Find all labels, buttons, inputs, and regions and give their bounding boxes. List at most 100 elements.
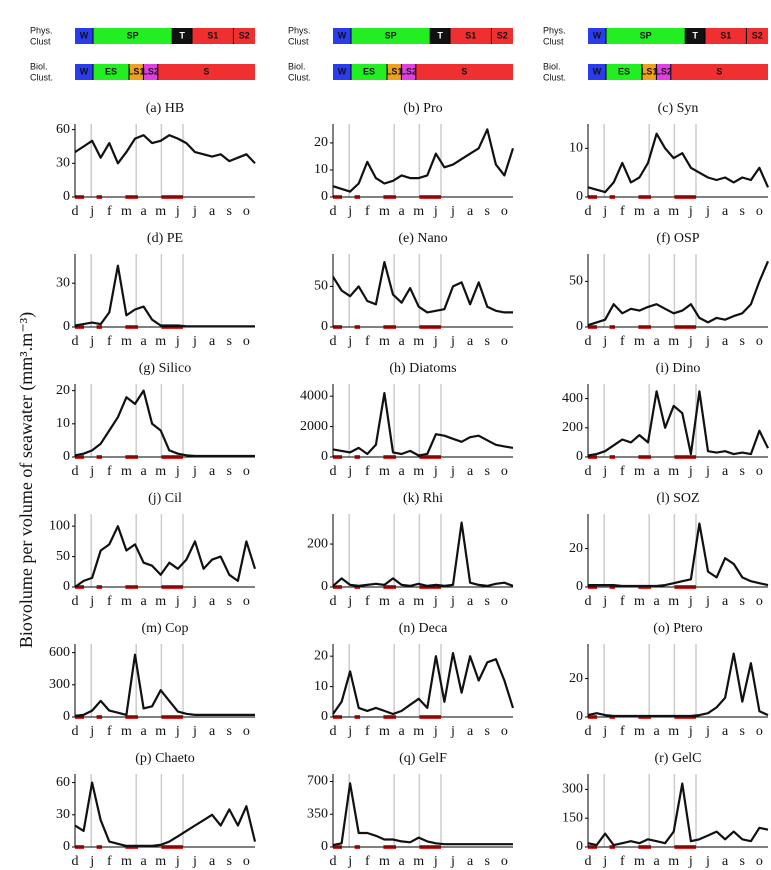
y-tick-label: 0 [321,579,328,594]
data-line [74,781,257,847]
x-tick-label: s [740,724,745,739]
x-tick-label: a [140,724,147,739]
data-line [74,389,255,458]
x-tick-label: a [209,594,216,609]
cluster-label: Phys. [543,25,566,35]
y-tick-label: 10 [56,416,70,431]
y-tick-label: 10 [314,162,328,177]
x-tick-label: j [602,594,607,609]
x-tick-label: s [740,854,745,869]
cluster-segment-label: W [80,66,89,76]
y-tick-label: 0 [576,579,583,594]
x-tick-label: j [175,724,180,739]
y-tick-label: 700 [307,774,328,789]
x-tick-label: j [192,464,197,479]
x-tick-label: j [175,464,180,479]
y-tick-label: 20 [314,648,328,663]
chart-title: (j) Cil [148,491,182,506]
y-tick-label: 0 [63,319,70,334]
cluster-segment [93,64,129,80]
x-tick-label: j [602,854,607,869]
x-tick-label: d [72,334,79,349]
x-tick-label: f [365,464,370,479]
cluster-segment [606,64,642,80]
y-tick-label: 600 [49,645,70,660]
x-tick-label: s [227,854,232,869]
x-tick-label: d [585,204,592,219]
x-tick-label: o [243,334,250,349]
x-tick-label: s [485,464,490,479]
x-tick-label: a [722,464,729,479]
x-tick-label: j [192,724,197,739]
x-tick-label: j [347,204,352,219]
x-tick-label: j [89,334,94,349]
y-tick-label: 0 [321,449,328,464]
x-tick-label: j [688,854,693,869]
y-tick-label: 30 [56,807,70,822]
chart-title: (p) Chaeto [135,751,194,766]
y-tick-label: 30 [56,156,70,171]
chart-title: (q) GelF [399,751,447,766]
x-tick-label: s [227,204,232,219]
y-tick-label: 0 [63,579,70,594]
x-tick-label: f [365,204,370,219]
x-tick-label: d [330,594,337,609]
x-tick-label: m [413,204,424,219]
y-tick-label: 300 [49,677,70,692]
cluster-label: Clust. [543,72,566,82]
x-tick-label: j [175,854,180,869]
x-tick-label: f [365,854,370,869]
cluster-segment-label: S1 [207,30,218,40]
x-tick-label: j [688,594,693,609]
x-tick-label: a [653,334,660,349]
y-tick-label: 30 [56,275,70,290]
x-tick-label: j [175,334,180,349]
y-tick-label: 0 [321,319,328,334]
x-tick-label: a [467,724,474,739]
x-tick-label: d [330,464,337,479]
x-tick-label: a [209,854,216,869]
y-tick-label: 60 [56,122,70,137]
x-tick-label: j [450,854,455,869]
cluster-label: Clust [543,36,564,46]
x-tick-label: m [155,204,166,219]
x-tick-label: s [740,464,745,479]
y-tick-label: 400 [562,391,583,406]
x-tick-label: s [485,854,490,869]
x-tick-label: a [467,334,474,349]
y-tick-label: 0 [576,449,583,464]
cluster-segment-label: S1 [465,30,476,40]
y-tick-label: 20 [314,135,328,150]
y-tick-label: 20 [56,383,70,398]
x-tick-label: a [398,204,405,219]
chart-title: (c) Syn [658,101,699,116]
x-tick-label: a [653,854,660,869]
y-tick-label: 10 [314,679,328,694]
chart-title: (l) SOZ [656,491,699,506]
cluster-label: Clust [288,36,309,46]
x-tick-label: m [379,334,390,349]
cluster-label: Biol. [543,61,561,71]
cluster-segment [705,28,747,44]
x-tick-label: f [620,204,625,219]
y-tick-label: 4000 [300,388,328,403]
cluster-segment [401,64,416,80]
x-tick-label: a [209,464,216,479]
x-tick-label: j [89,724,94,739]
x-tick-label: m [121,204,132,219]
x-tick-label: j [705,334,710,349]
y-tick-label: 0 [576,839,583,854]
x-tick-label: a [722,334,729,349]
x-tick-label: o [501,594,508,609]
cluster-segment-label: W [593,30,602,40]
x-tick-label: m [155,594,166,609]
y-tick-label: 0 [576,319,583,334]
cluster-segment-label: S [461,66,467,76]
y-tick-label: 0 [576,189,583,204]
x-tick-label: d [330,334,337,349]
chart-title: (a) HB [146,101,185,116]
cluster-segment [75,64,93,80]
data-line [332,261,513,314]
x-tick-label: j [688,464,693,479]
